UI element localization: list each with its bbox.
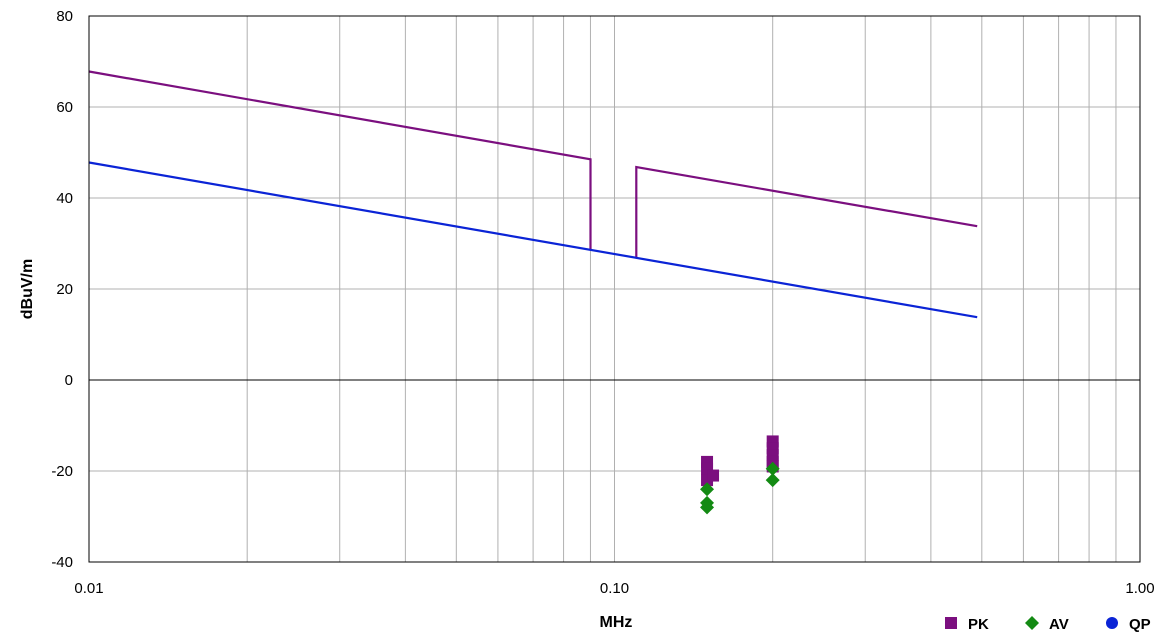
y-tick-label: 0: [65, 372, 73, 389]
legend-label-pk: PK: [968, 616, 989, 633]
y-tick-label: 60: [56, 99, 73, 116]
legend-label-av: AV: [1049, 616, 1069, 633]
y-tick-label: -40: [51, 554, 73, 571]
y-tick-label: 40: [56, 190, 73, 207]
x-tick-label: 0.10: [600, 580, 629, 597]
x-tick-label: 0.01: [74, 580, 103, 597]
data-point-av: [700, 500, 715, 515]
x-tick-label: 1.00: [1125, 580, 1154, 597]
legend-marker-av: [1025, 616, 1039, 630]
data-point-av: [765, 461, 780, 476]
x-axis-title: MHz: [600, 614, 633, 631]
data-point-av: [700, 482, 715, 497]
y-tick-labels: -40 -20 0 20 40 60 80: [51, 8, 73, 571]
limit-line: [635, 165, 978, 259]
legend: PK AV QP: [945, 616, 1151, 633]
legend-marker-pk: [945, 617, 957, 629]
legend-marker-qp: [1106, 617, 1118, 629]
limit-lines: [88, 70, 978, 319]
x-tick-labels: 0.01 0.10 1.00: [74, 580, 1154, 597]
limit-line: [88, 161, 978, 319]
limit-line: [88, 70, 592, 251]
y-tick-label: 20: [56, 281, 73, 298]
y-tick-label: 80: [56, 8, 73, 25]
data-point-av: [765, 473, 780, 488]
y-tick-label: -20: [51, 463, 73, 480]
legend-label-qp: QP: [1129, 616, 1151, 633]
data-points: [700, 435, 780, 515]
data-point-pk: [707, 469, 720, 482]
plot-frame: [88, 15, 1141, 563]
y-axis-title: dBuV/m: [19, 259, 36, 319]
